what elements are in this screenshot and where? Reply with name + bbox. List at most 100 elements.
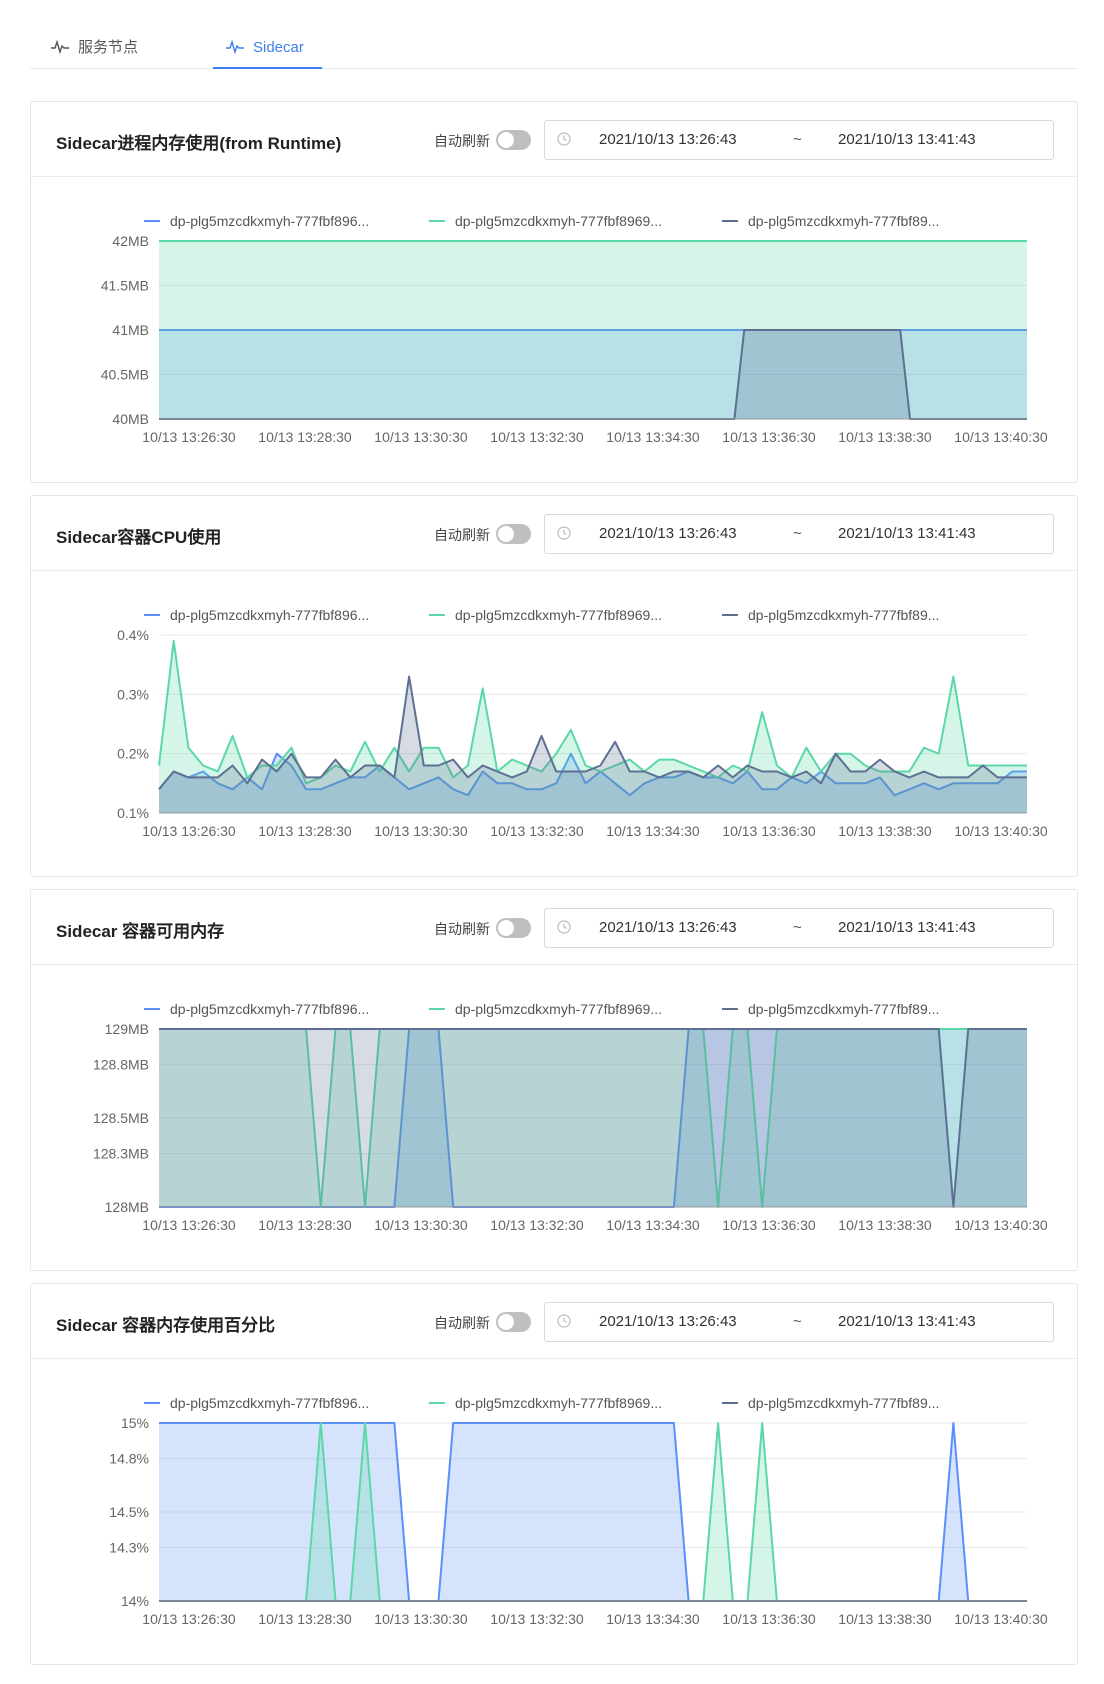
x-tick-label: 10/13 13:36:30 [722, 1611, 816, 1627]
auto-refresh-toggle[interactable] [496, 130, 531, 150]
y-tick-label: 14.8% [109, 1451, 149, 1467]
x-tick-label: 10/13 13:40:30 [954, 429, 1048, 445]
auto-refresh-toggle[interactable] [496, 524, 531, 544]
legend-item[interactable]: dp-plg5mzcdkxmyh-777fbf89... [748, 213, 939, 229]
x-tick-label: 10/13 13:36:30 [722, 823, 816, 839]
y-tick-label: 15% [121, 1415, 149, 1431]
clock-icon [557, 1314, 571, 1328]
range-end[interactable]: 2021/10/13 13:41:43 [838, 919, 976, 936]
range-separator: ~ [793, 131, 802, 148]
tab-bar: 服务节点 Sidecar [30, 28, 1076, 69]
metric-panel-4: Sidecar 容器内存使用百分比 自动刷新 2021/10/13 13:26:… [30, 1283, 1078, 1665]
auto-refresh-label: 自动刷新 [434, 527, 490, 543]
clock-icon [557, 132, 571, 146]
clock-icon [557, 526, 571, 540]
auto-refresh-toggle[interactable] [496, 1312, 531, 1332]
range-start[interactable]: 2021/10/13 13:26:43 [599, 1313, 737, 1330]
panel-title: Sidecar进程内存使用(from Runtime) [56, 134, 342, 153]
x-tick-label: 10/13 13:28:30 [258, 1217, 352, 1233]
y-tick-label: 128.5MB [93, 1110, 149, 1126]
tab-label: Sidecar [253, 39, 304, 56]
x-tick-label: 10/13 13:32:30 [490, 1217, 584, 1233]
metric-panel-2: Sidecar容器CPU使用 自动刷新 2021/10/13 13:26:43 … [30, 495, 1078, 877]
x-tick-label: 10/13 13:40:30 [954, 1611, 1048, 1627]
tab-sidecar[interactable]: Sidecar [213, 28, 322, 69]
auto-refresh-label: 自动刷新 [434, 133, 490, 149]
x-tick-label: 10/13 13:38:30 [838, 1611, 932, 1627]
x-tick-label: 10/13 13:30:30 [374, 1611, 468, 1627]
x-tick-label: 10/13 13:28:30 [258, 429, 352, 445]
range-end[interactable]: 2021/10/13 13:41:43 [838, 525, 976, 542]
y-tick-label: 40.5MB [101, 367, 149, 383]
y-tick-label: 128MB [105, 1199, 149, 1215]
x-tick-label: 10/13 13:34:30 [606, 823, 700, 839]
y-tick-label: 128.8MB [93, 1057, 149, 1073]
series-line-1 [158, 752, 1027, 797]
range-end[interactable]: 2021/10/13 13:41:43 [838, 1313, 976, 1330]
x-tick-label: 10/13 13:38:30 [838, 1217, 932, 1233]
x-tick-label: 10/13 13:26:30 [142, 823, 236, 839]
legend-item[interactable]: dp-plg5mzcdkxmyh-777fbf896... [170, 1001, 369, 1017]
legend-item[interactable]: dp-plg5mzcdkxmyh-777fbf896... [170, 607, 369, 623]
panel-header: Sidecar进程内存使用(from Runtime) 自动刷新 2021/10… [31, 102, 1077, 177]
auto-refresh-label: 自动刷新 [434, 1315, 490, 1331]
x-tick-label: 10/13 13:36:30 [722, 429, 816, 445]
legend-item[interactable]: dp-plg5mzcdkxmyh-777fbf8969... [455, 607, 662, 623]
panel-header: Sidecar 容器内存使用百分比 自动刷新 2021/10/13 13:26:… [31, 1284, 1077, 1359]
series-area-2 [159, 241, 1027, 419]
time-range-picker[interactable]: 2021/10/13 13:26:43 ~ 2021/10/13 13:41:4… [544, 120, 1054, 160]
x-tick-label: 10/13 13:38:30 [838, 429, 932, 445]
y-tick-label: 0.1% [117, 805, 149, 821]
clock-icon [557, 920, 571, 934]
time-range-picker[interactable]: 2021/10/13 13:26:43 ~ 2021/10/13 13:41:4… [544, 514, 1054, 554]
series-line-3 [159, 1028, 1027, 1208]
legend-item[interactable]: dp-plg5mzcdkxmyh-777fbf8969... [455, 213, 662, 229]
x-tick-label: 10/13 13:38:30 [838, 823, 932, 839]
x-tick-label: 10/13 13:32:30 [490, 429, 584, 445]
tab-service-nodes[interactable]: 服务节点 [50, 28, 138, 68]
y-tick-label: 14.5% [109, 1504, 149, 1520]
y-tick-label: 0.3% [117, 686, 149, 702]
y-tick-label: 40MB [112, 411, 149, 427]
legend-item[interactable]: dp-plg5mzcdkxmyh-777fbf896... [170, 1395, 369, 1411]
range-start[interactable]: 2021/10/13 13:26:43 [599, 919, 737, 936]
range-start[interactable]: 2021/10/13 13:26:43 [599, 525, 737, 542]
legend-item[interactable]: dp-plg5mzcdkxmyh-777fbf896... [170, 213, 369, 229]
range-separator: ~ [793, 919, 802, 936]
tab-label: 服务节点 [78, 39, 139, 56]
x-tick-label: 10/13 13:32:30 [490, 823, 584, 839]
series-area-3 [159, 330, 1027, 419]
x-tick-label: 10/13 13:34:30 [606, 1217, 700, 1233]
legend-item[interactable]: dp-plg5mzcdkxmyh-777fbf89... [748, 1395, 939, 1411]
x-tick-label: 10/13 13:28:30 [258, 1611, 352, 1627]
x-tick-label: 10/13 13:26:30 [142, 1611, 236, 1627]
chart-area: dp-plg5mzcdkxmyh-777fbf896... dp-plg5mzcd… [117, 607, 1048, 839]
series-line-3 [158, 675, 1027, 790]
range-start[interactable]: 2021/10/13 13:26:43 [599, 131, 737, 148]
y-tick-label: 14.3% [109, 1540, 149, 1556]
legend-item[interactable]: dp-plg5mzcdkxmyh-777fbf8969... [455, 1395, 662, 1411]
series-area-1 [159, 1029, 1027, 1207]
auto-refresh-toggle[interactable] [496, 918, 531, 938]
legend-item[interactable]: dp-plg5mzcdkxmyh-777fbf89... [748, 607, 939, 623]
x-tick-label: 10/13 13:30:30 [374, 823, 468, 839]
chart-area: dp-plg5mzcdkxmyh-777fbf896... dp-plg5mzcd… [101, 213, 1048, 445]
range-end[interactable]: 2021/10/13 13:41:43 [838, 131, 976, 148]
time-range-picker[interactable]: 2021/10/13 13:26:43 ~ 2021/10/13 13:41:4… [544, 908, 1054, 948]
panel-header: Sidecar 容器可用内存 自动刷新 2021/10/13 13:26:43 … [31, 890, 1077, 965]
x-tick-label: 10/13 13:32:30 [490, 1611, 584, 1627]
x-tick-label: 10/13 13:34:30 [606, 1611, 700, 1627]
time-range-picker[interactable]: 2021/10/13 13:26:43 ~ 2021/10/13 13:41:4… [544, 1302, 1054, 1342]
legend-item[interactable]: dp-plg5mzcdkxmyh-777fbf8969... [455, 1001, 662, 1017]
y-tick-label: 129MB [105, 1021, 149, 1037]
panel-title: Sidecar 容器可用内存 [56, 922, 225, 941]
y-tick-label: 41MB [112, 322, 149, 338]
legend-item[interactable]: dp-plg5mzcdkxmyh-777fbf89... [748, 1001, 939, 1017]
chart-area: dp-plg5mzcdkxmyh-777fbf896... dp-plg5mzcd… [109, 1395, 1048, 1627]
pulse-icon [226, 39, 244, 55]
x-tick-label: 10/13 13:26:30 [142, 1217, 236, 1233]
chart-area: dp-plg5mzcdkxmyh-777fbf896... dp-plg5mzcd… [93, 1001, 1048, 1233]
x-tick-label: 10/13 13:30:30 [374, 1217, 468, 1233]
x-tick-label: 10/13 13:36:30 [722, 1217, 816, 1233]
panel-header: Sidecar容器CPU使用 自动刷新 2021/10/13 13:26:43 … [31, 496, 1077, 571]
